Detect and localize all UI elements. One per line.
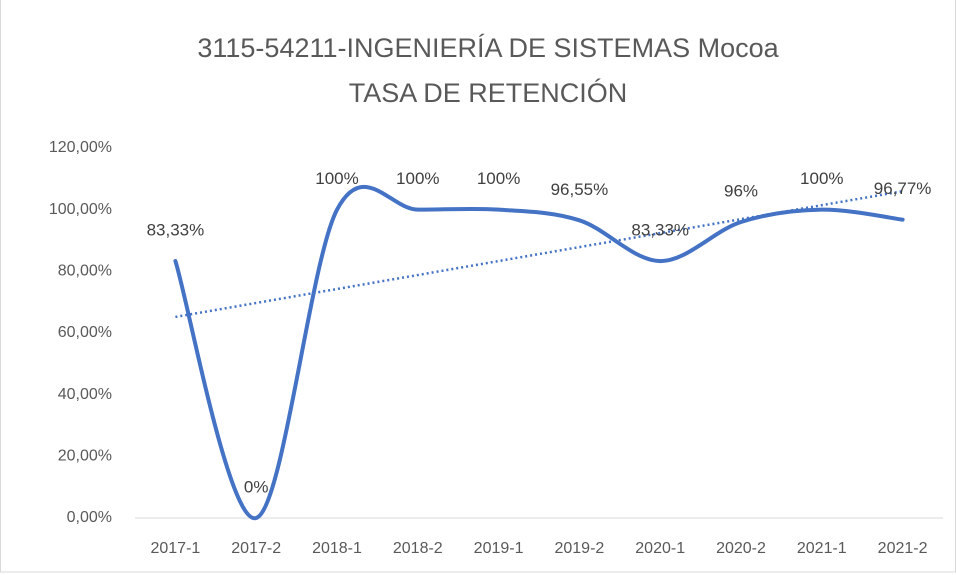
data-label: 96% bbox=[724, 181, 758, 200]
data-label: 83,33% bbox=[147, 221, 205, 240]
data-label: 100% bbox=[396, 169, 439, 188]
x-tick-label: 2021-1 bbox=[797, 540, 847, 557]
x-tick-label: 2018-1 bbox=[312, 540, 362, 557]
x-tick-label: 2019-1 bbox=[474, 540, 524, 557]
x-tick-label: 2017-1 bbox=[150, 540, 200, 557]
chart-title: TASA DE RETENCIÓN bbox=[349, 77, 628, 108]
y-tick-label: 20,00% bbox=[58, 448, 112, 465]
data-label: 100% bbox=[315, 169, 358, 188]
y-tick-label: 60,00% bbox=[58, 324, 112, 341]
x-tick-label: 2020-2 bbox=[716, 540, 766, 557]
trendline bbox=[175, 189, 903, 319]
data-label: 100% bbox=[800, 169, 843, 188]
data-label: 0% bbox=[244, 477, 269, 496]
y-tick-label: 120,00% bbox=[49, 139, 112, 156]
x-tick-label: 2021-2 bbox=[878, 540, 928, 557]
chart-title: 3115-54211-INGENIERÍA DE SISTEMAS Mocoa bbox=[197, 33, 779, 63]
data-label: 96,55% bbox=[551, 180, 609, 199]
data-label: 96,77% bbox=[874, 179, 932, 198]
x-tick-label: 2020-1 bbox=[635, 540, 685, 557]
y-tick-label: 100,00% bbox=[49, 201, 112, 218]
line bbox=[173, 184, 905, 521]
x-tick-label: 2018-2 bbox=[393, 540, 443, 557]
y-tick-label: 80,00% bbox=[58, 263, 112, 280]
y-tick-label: 0,00% bbox=[67, 509, 112, 526]
x-tick-label: 2019-2 bbox=[554, 540, 604, 557]
x-tick-label: 2017-2 bbox=[231, 540, 281, 557]
data-label: 83,33% bbox=[631, 221, 689, 240]
y-tick-label: 40,00% bbox=[58, 386, 112, 403]
data-label: 100% bbox=[477, 169, 520, 188]
